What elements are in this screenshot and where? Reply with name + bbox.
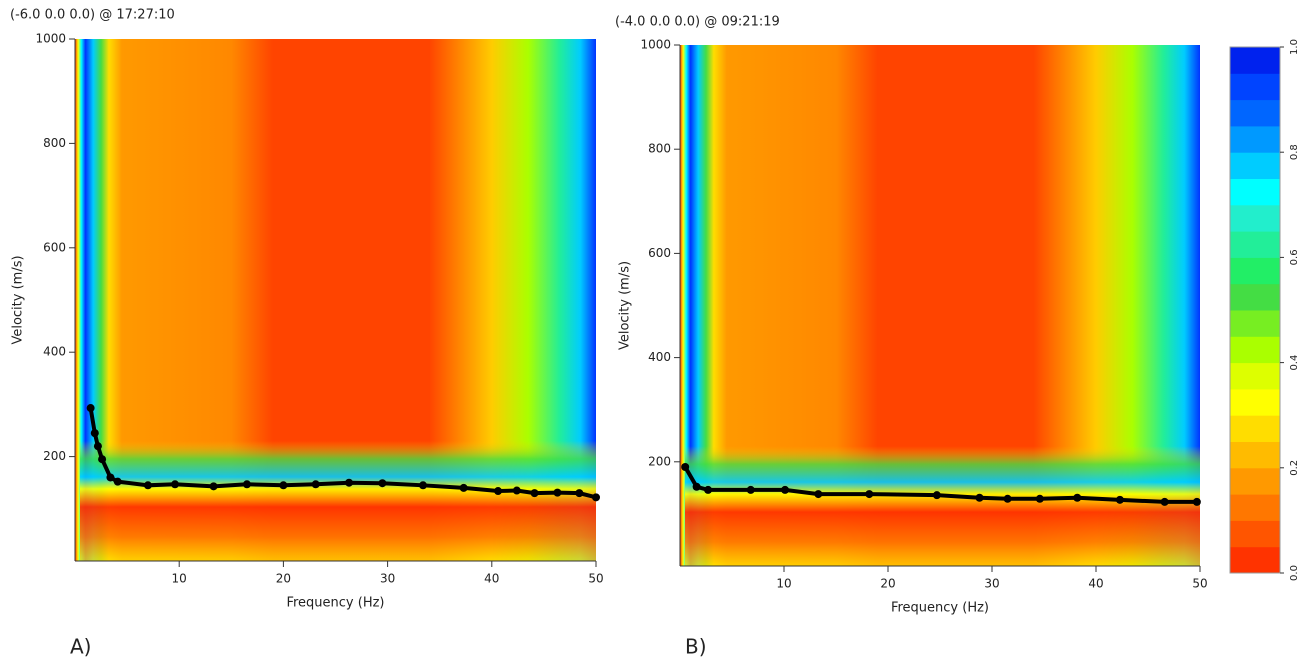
pick-point [1003,494,1012,503]
colorbar-segment [1230,204,1280,232]
colorbar-segment [1230,99,1280,127]
pick-point [1160,497,1169,506]
colorbar-segment [1230,47,1280,74]
pick-point [242,480,251,489]
y-tick-label: 1000 [640,38,671,52]
pick-point [865,490,874,499]
pick-point [781,485,790,494]
y-axis-label: Velocity (m/s) [11,255,26,344]
pick-point [143,481,152,490]
pick-point [90,429,99,438]
colorbar-segment [1230,362,1280,390]
colorbar-segment [1230,494,1280,521]
y-tick-label: 1000 [35,32,66,46]
colorbar-segment [1230,546,1280,574]
pick-point [746,485,755,494]
colorbar-segment [1230,257,1280,285]
pick-point [419,481,428,490]
low-velocity-band [80,440,596,561]
pick-point [1035,494,1044,503]
pick-point [494,487,503,496]
pick-point [814,490,823,499]
colorbar-tick-label: 0.0 [1289,565,1300,581]
pick-point [93,442,102,451]
panel-label: B) [685,635,707,659]
pick-point [209,482,218,491]
colorbar-tick-label: 1.0 [1289,39,1300,55]
x-axis-label: Frequency (Hz) [891,601,989,616]
low-velocity-band [685,446,1200,566]
colorbar-segment [1230,125,1280,153]
pick-point [171,480,180,489]
colorbar-segment [1230,178,1280,206]
colorbar-tick-label: 0.4 [1289,355,1300,371]
x-tick-label: 20 [880,577,895,591]
x-tick-label: 30 [380,572,395,586]
x-tick-label: 40 [484,572,499,586]
chart-title: (-6.0 0.0 0.0) @ 17:27:10 [10,8,175,23]
colorbar-segment [1230,388,1280,416]
pick-point [530,489,539,498]
pick-point [1115,495,1124,504]
colorbar-tick-label: 0.6 [1289,249,1300,265]
chart-title: (-4.0 0.0 0.0) @ 09:21:19 [615,15,780,30]
x-tick-label: 50 [588,572,603,586]
y-tick-label: 400 [648,350,671,364]
pick-point [279,481,288,490]
colorbar-segment [1230,520,1280,548]
x-tick-label: 30 [984,577,999,591]
pick-point [378,479,387,488]
colorbar-segment [1230,310,1280,337]
colorbar-segment [1230,336,1280,364]
colorbar-tick-label: 0.8 [1289,144,1300,160]
x-tick-label: 50 [1192,577,1207,591]
pick-point [1073,493,1082,502]
panel-label: A) [70,635,91,659]
y-tick-label: 600 [648,246,671,260]
y-tick-label: 200 [43,449,66,463]
pick-point [575,489,584,498]
colorbar-segment [1230,467,1280,495]
pick-point [975,493,984,502]
colorbar-segment [1230,283,1280,311]
dispersion-curve [88,407,597,500]
x-tick-label: 20 [276,572,291,586]
pick-point [98,455,107,464]
colorbar-segment [1230,152,1280,179]
pick-point [311,480,320,489]
pick-point [86,404,95,413]
pick-point [681,463,690,472]
pick-point [704,485,713,494]
pick-point [932,491,941,500]
pick-point [113,477,122,486]
y-tick-label: 400 [43,345,66,359]
x-tick-label: 10 [776,577,791,591]
pick-point [345,478,354,487]
colorbar-segment [1230,441,1280,469]
pick-point [1192,497,1201,506]
pick-point [553,488,562,497]
y-tick-label: 800 [43,136,66,150]
colorbar-segment [1230,231,1280,258]
colorbar-segment [1230,415,1280,442]
pick-point [692,482,701,491]
pick-point [512,486,521,495]
y-axis-label: Velocity (m/s) [618,261,633,350]
colorbar-frame [1229,46,1281,574]
x-tick-label: 10 [172,572,187,586]
pick-point [106,473,115,482]
y-tick-label: 200 [648,454,671,468]
y-tick-label: 600 [43,240,66,254]
colorbar-segment [1230,73,1280,101]
pick-point [459,483,468,492]
x-axis-label: Frequency (Hz) [286,596,384,611]
colorbar-tick-label: 0.2 [1289,460,1300,476]
pick-point [592,493,600,502]
y-tick-label: 800 [648,142,671,156]
x-tick-label: 40 [1088,577,1103,591]
